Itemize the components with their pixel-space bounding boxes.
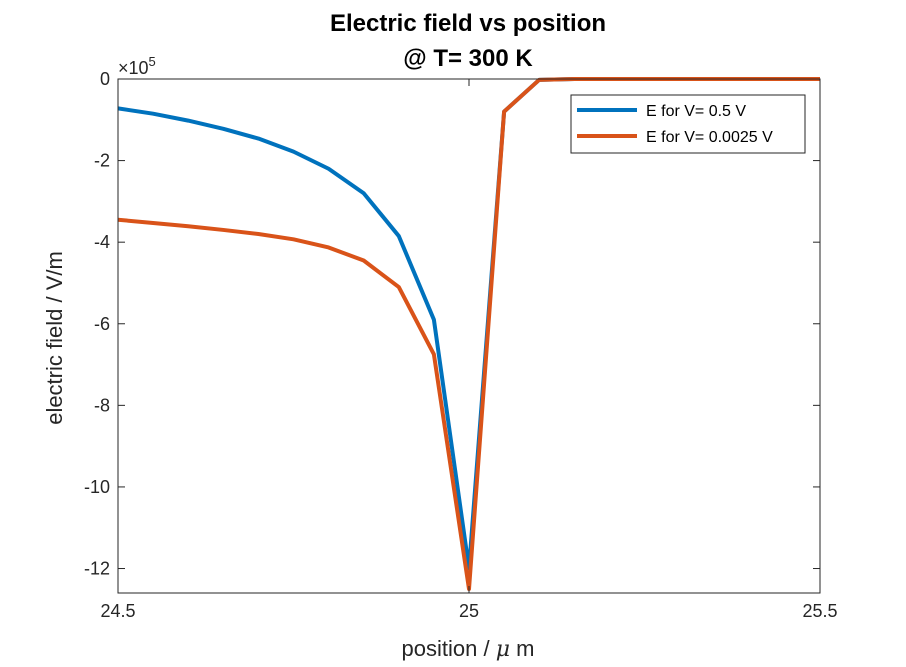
axes-box <box>117 78 821 594</box>
y-tick-label: -4 <box>94 232 110 252</box>
x-tick-label: 25.5 <box>802 601 837 621</box>
y-tick-label: -12 <box>84 559 110 579</box>
y-tick-label: -2 <box>94 151 110 171</box>
y-exponent-label: ×105 <box>118 54 156 78</box>
legend: E for V= 0.5 V E for V= 0.0025 V <box>570 94 806 154</box>
y-tick-label: -8 <box>94 395 110 415</box>
x-axis-label-text: position / <box>402 636 496 661</box>
x-tick-label: 24.5 <box>100 601 135 621</box>
y-exponent-power: 5 <box>149 54 156 69</box>
x-axis-label: position / μ m <box>402 636 535 662</box>
x-tick-label: 25 <box>459 601 479 621</box>
y-axis-label: electric field / V/m <box>42 251 67 425</box>
axes <box>117 78 821 594</box>
y-tick-label: -6 <box>94 314 110 334</box>
chart-title-line-2: @ T= 300 K <box>403 45 533 72</box>
series-line-2 <box>117 77 820 591</box>
tick-labels: 24.5 25 25.5 0 -2 -4 -6 -8 -10 -12 <box>84 69 838 621</box>
legend-label-series-2: E for V= 0.0025 V <box>646 129 773 146</box>
legend-label-series-1: E for V= 0.5 V <box>646 103 746 120</box>
chart-title-line-1: Electric field vs position <box>330 10 606 37</box>
x-axis-label-unit: m <box>510 636 534 661</box>
plot-area <box>117 77 820 591</box>
y-tick-label: 0 <box>100 69 110 89</box>
x-axis-label-symbol: μ <box>496 637 510 662</box>
y-tick-label: -10 <box>84 477 110 497</box>
y-exponent-base: ×10 <box>118 58 149 78</box>
legend-box <box>570 94 806 154</box>
